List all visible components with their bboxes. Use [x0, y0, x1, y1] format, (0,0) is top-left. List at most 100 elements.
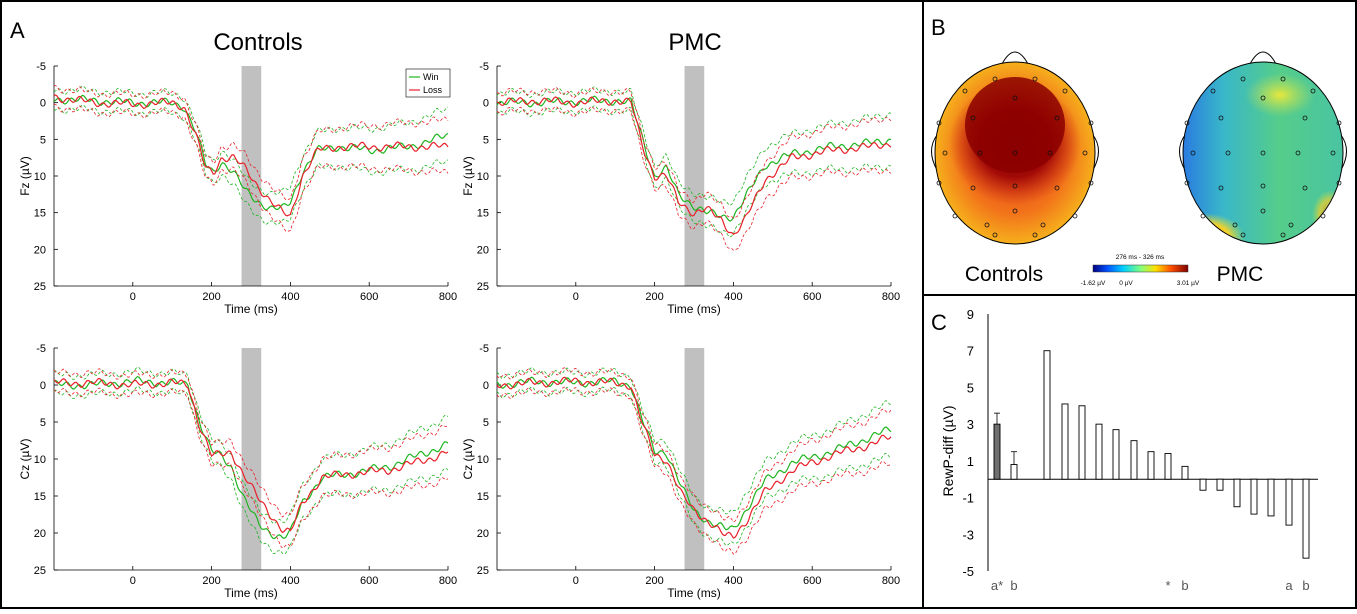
electrode	[962, 88, 968, 94]
x-tick-label: 400	[724, 575, 742, 587]
x-tick-label: 600	[803, 575, 821, 587]
y-tick-label: 5	[483, 417, 489, 429]
win-line	[53, 94, 449, 211]
y-tick-label: 25	[34, 281, 46, 293]
y-tick-label: -5	[36, 61, 46, 73]
y-tick-label: 5	[40, 134, 46, 146]
individual-bar	[1078, 405, 1086, 480]
win-ci-lower	[53, 385, 449, 555]
win-ci-lower	[496, 386, 892, 546]
legend-win-label: Win	[423, 72, 439, 82]
electrode	[1260, 183, 1266, 189]
electrode	[1336, 180, 1342, 186]
topo-controls-label: Controls	[965, 263, 1043, 286]
electrode	[1088, 180, 1094, 186]
x-tick-label: 0	[573, 291, 579, 303]
topo-pmc-electrodes	[1184, 76, 1342, 238]
y-tick-label: 25	[477, 565, 489, 577]
bar-y-tick-label: 3	[967, 417, 974, 432]
electrode	[1336, 120, 1342, 126]
electrode	[1054, 185, 1060, 191]
x-tick-label: 0	[130, 575, 136, 587]
electrode	[1082, 150, 1088, 156]
x-axis-label: Time (ms)	[224, 586, 278, 600]
colorbar-gradient	[1092, 264, 1189, 273]
colorbar-mid-label: 0 µV	[1119, 280, 1133, 287]
win-ci-lower	[53, 104, 449, 226]
electrode	[1012, 183, 1018, 189]
x-tick-label: 400	[724, 291, 742, 303]
electrode	[1062, 88, 1068, 94]
topo-controls: Controls	[931, 51, 1099, 286]
x-tick-label: 800	[882, 575, 900, 587]
y-tick-label: 20	[34, 244, 46, 256]
bar-annotation: a	[1285, 578, 1293, 593]
bar-y-tick-label: 9	[967, 307, 974, 322]
electrode	[1330, 150, 1336, 156]
individual-bar	[1267, 478, 1275, 517]
loss-line	[53, 377, 449, 534]
electrode	[1012, 95, 1018, 101]
y-tick-label: 20	[477, 244, 489, 256]
bar-y-tick-label: 5	[967, 380, 974, 395]
electrode	[1320, 213, 1326, 219]
legend-loss-label: Loss	[423, 85, 443, 95]
electrode	[1184, 180, 1190, 186]
legend-box	[405, 68, 451, 98]
panel-c-frame	[922, 294, 1357, 609]
x-tick-label: 200	[202, 575, 220, 587]
y-tick-label: 25	[34, 565, 46, 577]
electrode	[970, 115, 976, 121]
win-ci-upper	[496, 86, 892, 206]
x-tick-label: 600	[803, 291, 821, 303]
electrode	[992, 232, 998, 238]
title-controls: Controls	[213, 29, 302, 56]
electrode	[1260, 208, 1266, 214]
electrode	[1184, 120, 1190, 126]
bar-y-tick-label: -3	[962, 527, 974, 542]
electrode	[992, 76, 998, 82]
panel-label-b: B	[931, 15, 946, 40]
y-tick-label: -5	[36, 343, 46, 355]
electrode	[1240, 232, 1246, 238]
y-axis-label: Fz (µV)	[461, 156, 475, 196]
electrode	[1280, 232, 1286, 238]
electrode	[1032, 76, 1038, 82]
loss-ci-upper	[496, 87, 892, 219]
topo-controls-head	[934, 61, 1096, 245]
electrode	[1032, 232, 1038, 238]
bar-annotation: b	[1010, 578, 1017, 593]
y-tick-label: 10	[34, 171, 46, 183]
electrode	[977, 150, 983, 156]
topo-controls-electrodes	[936, 76, 1094, 238]
individual-bar	[1164, 453, 1172, 480]
electrode	[936, 120, 942, 126]
electrode	[1190, 150, 1196, 156]
y-tick-label: 0	[483, 380, 489, 392]
topo-controls-nose	[1001, 51, 1029, 65]
y-tick-label: 25	[477, 281, 489, 293]
topo-pmc-nose	[1249, 51, 1277, 65]
highlight-window	[684, 66, 705, 286]
loss-ci-lower	[53, 387, 449, 549]
erp-plot-pmc-cz: -5 0 5 10 15 20 25 0 200 400 600 800 Time (ms) Cz (µV…	[461, 343, 900, 600]
loss-line	[496, 96, 892, 235]
bar-annotation: b	[1302, 578, 1309, 593]
individual-bar	[1130, 440, 1138, 480]
win-line	[496, 376, 892, 531]
electrode	[1072, 213, 1078, 219]
bar-ylabel: RewP-diff (µV)	[940, 405, 956, 496]
electrode	[1012, 150, 1018, 156]
loss-ci-lower	[53, 104, 449, 233]
y-tick-label: -5	[479, 61, 489, 73]
electrode	[1295, 150, 1301, 156]
win-ci-upper	[496, 367, 892, 515]
panel-label-a: A	[10, 18, 25, 43]
electrode	[1232, 222, 1238, 228]
electrode	[942, 150, 948, 156]
individual-bar	[1285, 478, 1293, 526]
y-tick-label: 15	[34, 208, 46, 220]
topo-pmc-head	[1182, 61, 1344, 245]
y-tick-label: 10	[477, 454, 489, 466]
